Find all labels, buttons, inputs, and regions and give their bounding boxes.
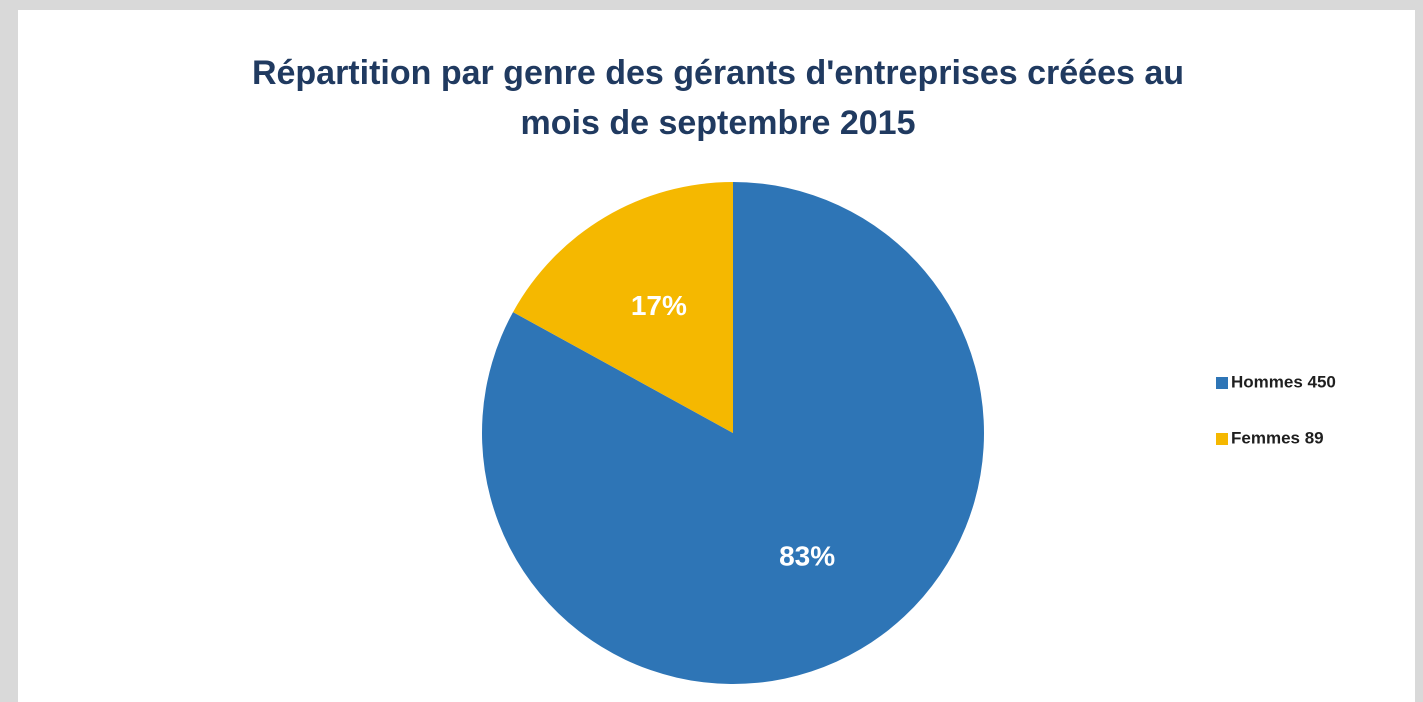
legend-swatch <box>1216 377 1228 389</box>
legend-label: Femmes 89 <box>1231 428 1324 447</box>
legend-swatch <box>1216 433 1228 445</box>
legend-label: Hommes 450 <box>1231 372 1336 391</box>
value-label: 83% <box>779 541 835 572</box>
pie-slice <box>481 182 984 685</box>
chart-title: Répartition par genre des gérants d'entr… <box>252 54 1184 142</box>
value-label: 17% <box>631 290 687 321</box>
pie-slice <box>513 182 733 433</box>
